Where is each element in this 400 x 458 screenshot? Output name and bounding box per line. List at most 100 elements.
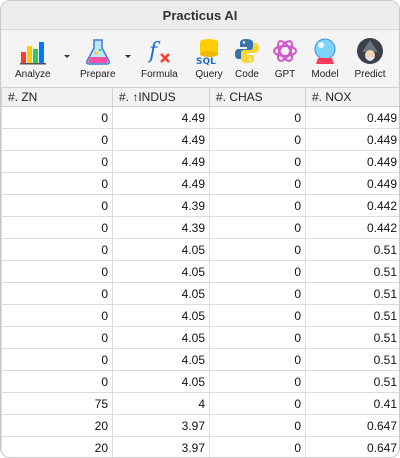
cell-nox[interactable]: 0.449 (305, 106, 399, 129)
flask-icon (81, 34, 115, 68)
prepare-button[interactable]: Prepare (80, 34, 116, 86)
column-header-indus[interactable]: #. ↑INDUS (112, 87, 210, 107)
cell-chas[interactable]: 0 (209, 194, 306, 217)
cell-zn[interactable]: 0 (1, 260, 113, 283)
cell-indus[interactable]: 4.05 (112, 304, 210, 327)
analyze-dropdown-icon[interactable] (62, 48, 72, 58)
cell-zn[interactable]: 0 (1, 238, 113, 261)
cell-nox[interactable]: 0.442 (305, 216, 399, 239)
cell-nox[interactable]: 0.51 (305, 260, 399, 283)
column-header-zn[interactable]: #. ZN (1, 87, 113, 107)
cell-nox[interactable]: 0.449 (305, 150, 399, 173)
cell-indus[interactable]: 4.49 (112, 128, 210, 151)
cell-indus[interactable]: 4.49 (112, 150, 210, 173)
prepare-dropdown-icon[interactable] (123, 48, 133, 58)
cell-indus[interactable]: 4.05 (112, 348, 210, 371)
cell-indus[interactable]: 4.05 (112, 282, 210, 305)
table-row[interactable]: 0 4.05 0 0.51 (1, 282, 399, 305)
cell-indus[interactable]: 3.97 (112, 414, 210, 437)
gpt-button[interactable]: GPT (268, 34, 302, 86)
cell-chas[interactable]: 0 (209, 370, 306, 393)
cell-zn[interactable]: 0 (1, 150, 113, 173)
table-row[interactable]: 0 4.49 0 0.449 (1, 128, 399, 151)
cell-chas[interactable]: 0 (209, 150, 306, 173)
cell-nox[interactable]: 0.51 (305, 348, 399, 371)
cell-nox[interactable]: 0.51 (305, 282, 399, 305)
table-row[interactable]: 20 3.97 0 0.647 (1, 414, 399, 437)
analyze-button[interactable]: Analyze (15, 34, 51, 86)
column-header-nox[interactable]: #. NOX (305, 87, 399, 107)
cell-indus[interactable]: 4.39 (112, 216, 210, 239)
cell-chas[interactable]: 0 (209, 260, 306, 283)
cell-chas[interactable]: 0 (209, 348, 306, 371)
cell-nox[interactable]: 0.51 (305, 304, 399, 327)
cell-chas[interactable]: 0 (209, 106, 306, 129)
cell-indus[interactable]: 4.39 (112, 194, 210, 217)
table-row[interactable]: 0 4.05 0 0.51 (1, 348, 399, 371)
cell-chas[interactable]: 0 (209, 304, 306, 327)
cell-zn[interactable]: 0 (1, 282, 113, 305)
cell-indus[interactable]: 4.05 (112, 326, 210, 349)
cell-indus[interactable]: 4.05 (112, 370, 210, 393)
formula-button[interactable]: f Formula (141, 34, 178, 86)
cell-zn[interactable]: 0 (1, 106, 113, 129)
cell-chas[interactable]: 0 (209, 238, 306, 261)
table-row[interactable]: 0 4.49 0 0.449 (1, 106, 399, 129)
analyze-label: Analyze (15, 69, 51, 80)
model-button[interactable]: Model (308, 34, 342, 86)
cell-zn[interactable]: 0 (1, 216, 113, 239)
cell-chas[interactable]: 0 (209, 128, 306, 151)
table-row[interactable]: 0 4.05 0 0.51 (1, 326, 399, 349)
cell-nox[interactable]: 0.647 (305, 436, 399, 457)
cell-chas[interactable]: 0 (209, 282, 306, 305)
cell-nox[interactable]: 0.449 (305, 172, 399, 195)
cell-chas[interactable]: 0 (209, 216, 306, 239)
table-row[interactable]: 0 4.05 0 0.51 (1, 304, 399, 327)
cell-nox[interactable]: 0.647 (305, 414, 399, 437)
cell-chas[interactable]: 0 (209, 392, 306, 415)
column-header-chas[interactable]: #. CHAS (209, 87, 306, 107)
cell-indus[interactable]: 3.97 (112, 436, 210, 457)
sql-database-icon: SQL (192, 34, 226, 68)
table-row[interactable]: 75 4 0 0.41 (1, 392, 399, 415)
cell-nox[interactable]: 0.51 (305, 370, 399, 393)
cell-zn[interactable]: 75 (1, 392, 113, 415)
header-row: #. ZN #. ↑INDUS #. CHAS #. NOX (1, 87, 399, 107)
code-button[interactable]: Code (230, 34, 264, 86)
query-button[interactable]: SQL Query (192, 34, 226, 86)
table-row[interactable]: 0 4.39 0 0.442 (1, 216, 399, 239)
cell-nox[interactable]: 0.51 (305, 326, 399, 349)
cell-zn[interactable]: 0 (1, 304, 113, 327)
table-row[interactable]: 0 4.05 0 0.51 (1, 238, 399, 261)
cell-zn[interactable]: 0 (1, 172, 113, 195)
table-row[interactable]: 20 3.97 0 0.647 (1, 436, 399, 457)
cell-nox[interactable]: 0.449 (305, 128, 399, 151)
table-row[interactable]: 0 4.05 0 0.51 (1, 260, 399, 283)
cell-zn[interactable]: 0 (1, 128, 113, 151)
cell-zn[interactable]: 0 (1, 194, 113, 217)
cell-zn[interactable]: 0 (1, 326, 113, 349)
table-row[interactable]: 0 4.49 0 0.449 (1, 150, 399, 173)
cell-nox[interactable]: 0.442 (305, 194, 399, 217)
cell-nox[interactable]: 0.51 (305, 238, 399, 261)
table-row[interactable]: 0 4.39 0 0.442 (1, 194, 399, 217)
cell-indus[interactable]: 4.05 (112, 260, 210, 283)
cell-indus[interactable]: 4 (112, 392, 210, 415)
cell-indus[interactable]: 4.05 (112, 238, 210, 261)
cell-chas[interactable]: 0 (209, 414, 306, 437)
cell-indus[interactable]: 4.49 (112, 172, 210, 195)
cell-zn[interactable]: 20 (1, 414, 113, 437)
cell-chas[interactable]: 0 (209, 172, 306, 195)
cell-indus[interactable]: 4.49 (112, 106, 210, 129)
cell-nox[interactable]: 0.41 (305, 392, 399, 415)
cell-zn[interactable]: 20 (1, 436, 113, 457)
table-row[interactable]: 0 4.49 0 0.449 (1, 172, 399, 195)
cell-chas[interactable]: 0 (209, 326, 306, 349)
table-row[interactable]: 0 4.05 0 0.51 (1, 370, 399, 393)
formula-label: Formula (141, 69, 178, 80)
cell-chas[interactable]: 0 (209, 436, 306, 457)
cell-zn[interactable]: 0 (1, 348, 113, 371)
predict-button[interactable]: Predict (353, 34, 387, 86)
cell-zn[interactable]: 0 (1, 370, 113, 393)
